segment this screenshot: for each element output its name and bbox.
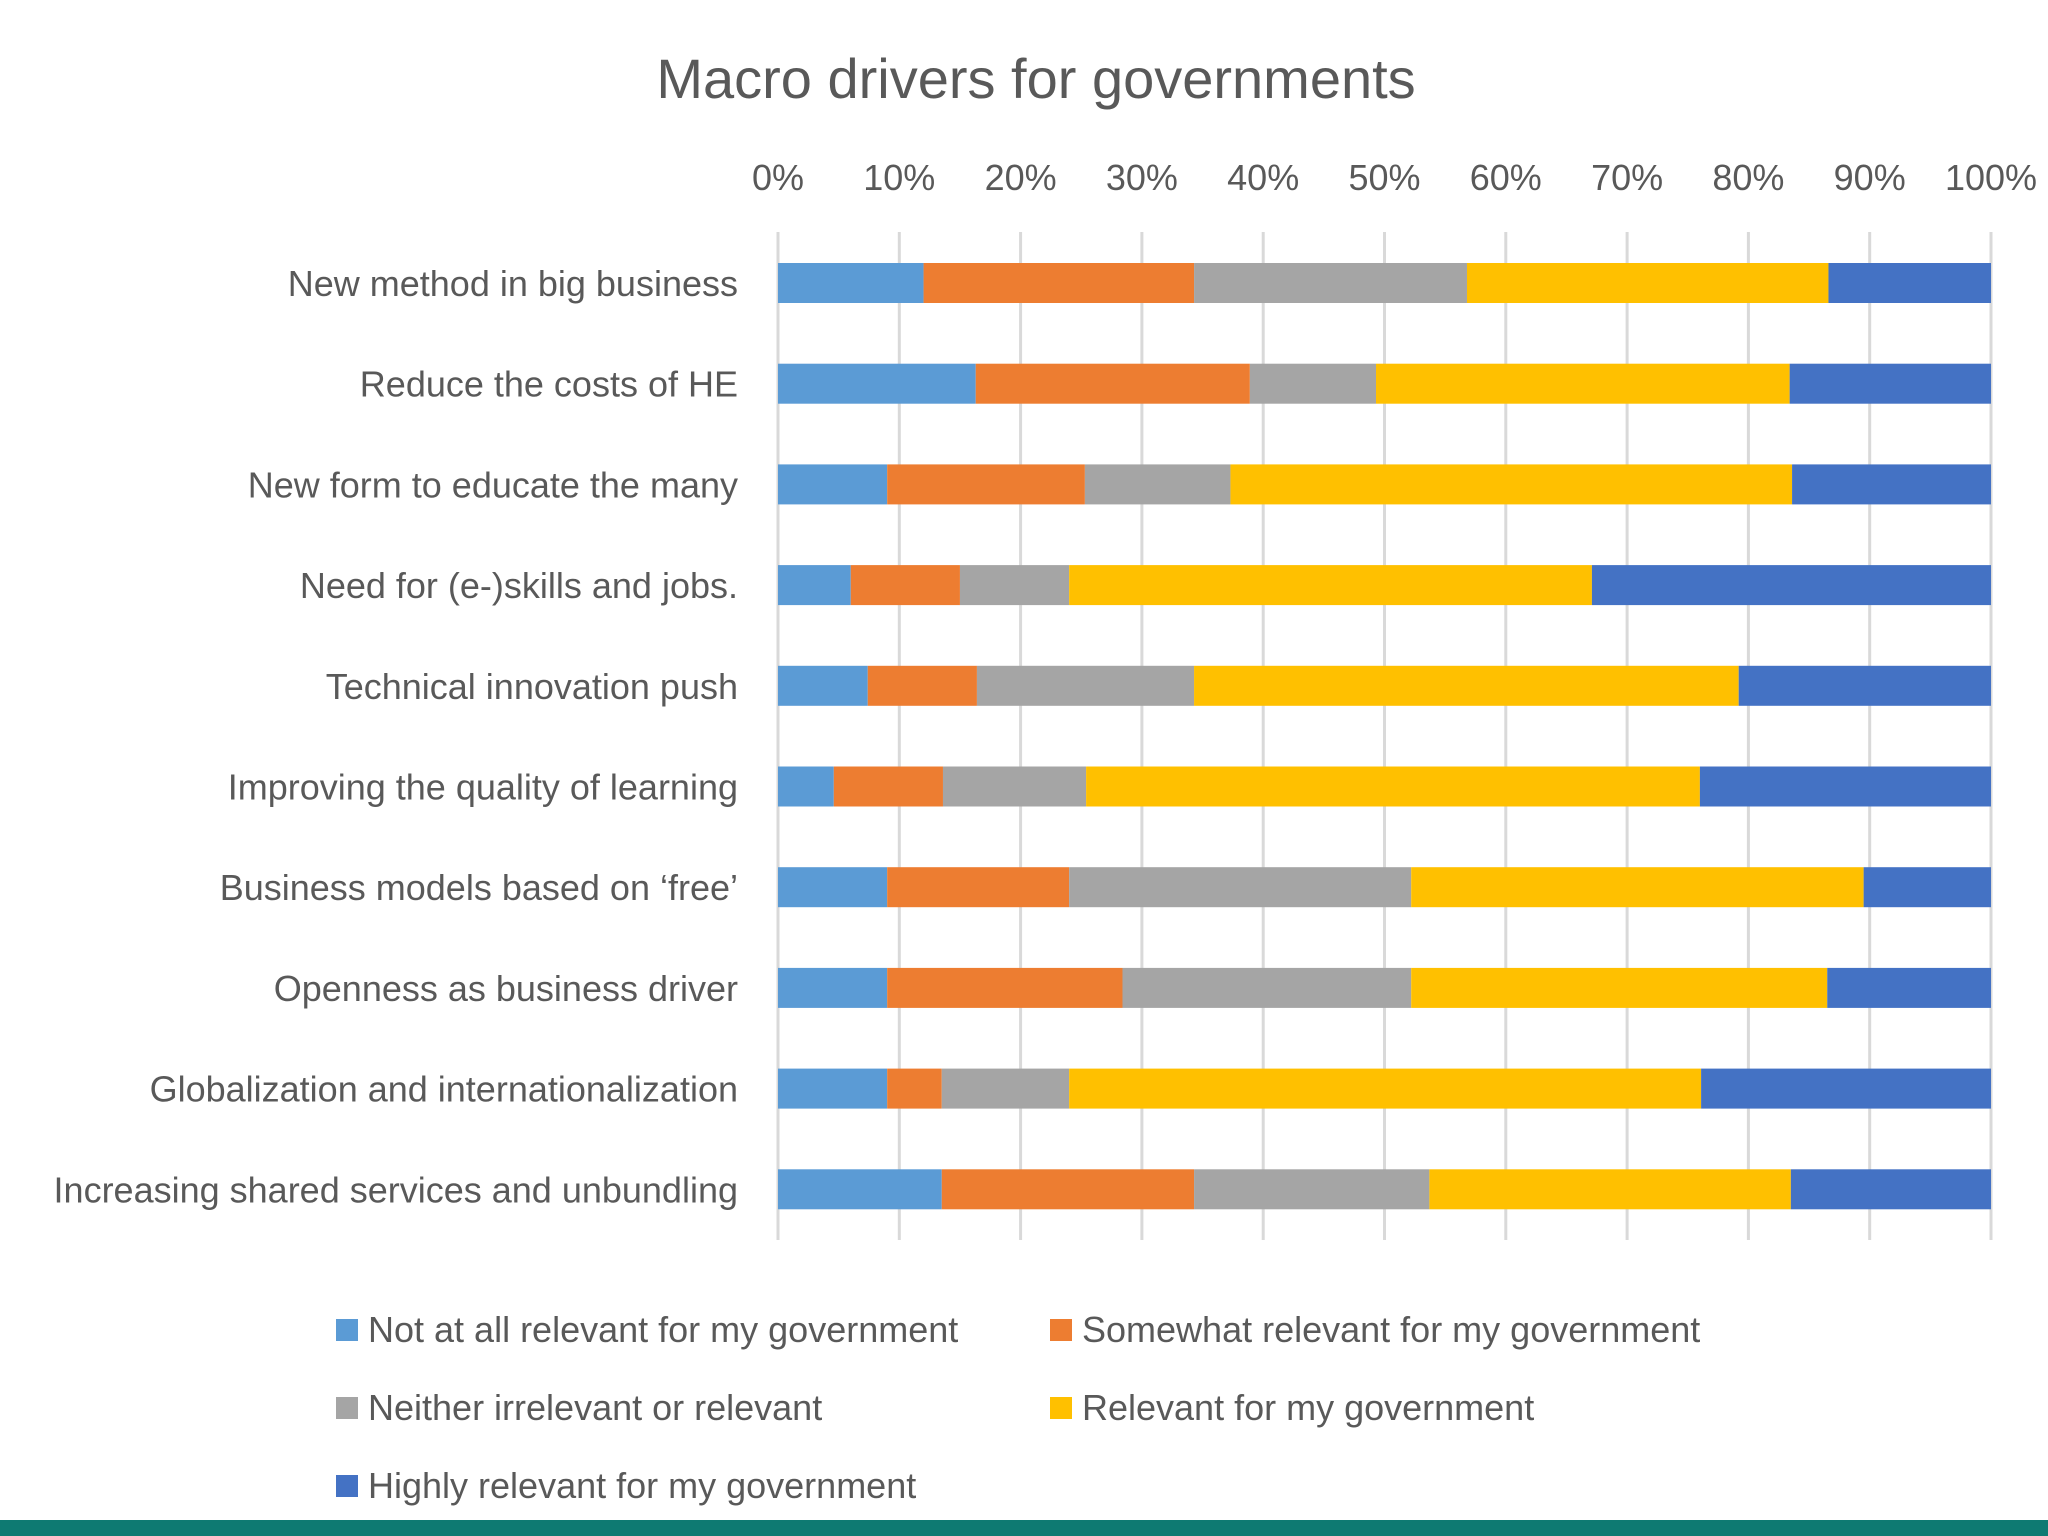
bar-segment [975, 363, 1250, 404]
bar-segment [1249, 363, 1377, 404]
category-label: Business models based on ‘free’ [220, 867, 738, 908]
bar-segment [887, 867, 1070, 908]
bar-segment [778, 665, 868, 706]
category-label: Openness as business driver [274, 968, 738, 1009]
x-tick-label: 10% [863, 157, 935, 198]
legend-label: Somewhat relevant for my government [1082, 1309, 1700, 1350]
legend-label: Not at all relevant for my government [368, 1309, 958, 1350]
bar-segment [1069, 565, 1592, 606]
legend-swatch [1050, 1397, 1072, 1419]
bar-segment [1701, 1068, 1991, 1109]
bar-segment [1429, 1169, 1791, 1210]
legend-label: Highly relevant for my government [368, 1465, 916, 1506]
bar-segment [1194, 665, 1739, 706]
bar-segment [1194, 1169, 1430, 1210]
bar-segment [1738, 665, 1991, 706]
legend-swatch [1050, 1319, 1072, 1341]
bar-segment [867, 665, 977, 706]
bar-segment [1792, 464, 1991, 505]
legend-label: Neither irrelevant or relevant [368, 1387, 822, 1428]
chart-title: Macro drivers for governments [656, 47, 1415, 110]
bar-segment [1069, 1068, 1702, 1109]
bar-segment [778, 263, 924, 303]
x-tick-label: 30% [1106, 157, 1178, 198]
bar-segment [1699, 766, 1991, 807]
bar-segment [923, 263, 1195, 303]
bar-segment [1827, 967, 1991, 1008]
bar-segment [1411, 967, 1828, 1008]
bar-segment [1789, 363, 1991, 404]
bar-segment [959, 565, 1070, 606]
bar-segment [778, 363, 976, 404]
bar-segment [942, 766, 1087, 807]
bar-segment [1084, 464, 1231, 505]
bar-segment [1194, 263, 1467, 303]
x-tick-label: 80% [1712, 157, 1784, 198]
x-tick-label: 70% [1591, 157, 1663, 198]
category-label: Technical innovation push [326, 666, 738, 707]
bar-segment [1069, 867, 1412, 908]
category-label: Increasing shared services and unbundlin… [54, 1169, 738, 1210]
category-label: Need for (e-)skills and jobs. [300, 565, 738, 606]
bar-segment [1828, 263, 1991, 303]
x-tick-label: 60% [1470, 157, 1542, 198]
x-tick-label: 100% [1945, 157, 2037, 198]
x-tick-label: 40% [1227, 157, 1299, 198]
bar-segment [778, 766, 834, 807]
bar-segment [941, 1169, 1195, 1210]
category-label: Globalization and internationalization [150, 1069, 738, 1110]
bar-segment [778, 1068, 888, 1109]
bar-segment [1086, 766, 1700, 807]
x-tick-label: 20% [985, 157, 1057, 198]
bar-segment [778, 464, 888, 505]
x-tick-label: 90% [1834, 157, 1906, 198]
bar-segment [887, 464, 1085, 505]
x-tick-label: 50% [1348, 157, 1420, 198]
bar-segment [887, 967, 1123, 1008]
category-label: New form to educate the many [248, 464, 738, 505]
bar-segment [1591, 565, 1991, 606]
legend-swatch [336, 1475, 358, 1497]
bar-segment [1790, 1169, 1991, 1210]
bar-segment [778, 967, 888, 1008]
bar-segment [1230, 464, 1793, 505]
bar-segment [1376, 363, 1790, 404]
bottom-accent-bar [0, 1520, 2048, 1536]
bar-segment [1466, 263, 1829, 303]
x-tick-label: 0% [752, 157, 804, 198]
bar-segment [976, 665, 1195, 706]
legend-swatch [336, 1319, 358, 1341]
bar-segment [778, 867, 888, 908]
bar-segment [941, 1068, 1070, 1109]
bar-segment [1411, 867, 1864, 908]
legend-label: Relevant for my government [1082, 1387, 1534, 1428]
bar-segment [1122, 967, 1412, 1008]
category-label: Improving the quality of learning [228, 767, 738, 808]
bar-segment [778, 565, 851, 606]
bar-segment [833, 766, 943, 807]
bar-segment [887, 1068, 942, 1109]
legend-swatch [336, 1397, 358, 1419]
bar-segment [1863, 867, 1991, 908]
bar-segment [850, 565, 960, 606]
category-label: New method in big business [288, 263, 738, 304]
bar-segment [778, 1169, 942, 1210]
category-label: Reduce the costs of HE [360, 364, 738, 405]
